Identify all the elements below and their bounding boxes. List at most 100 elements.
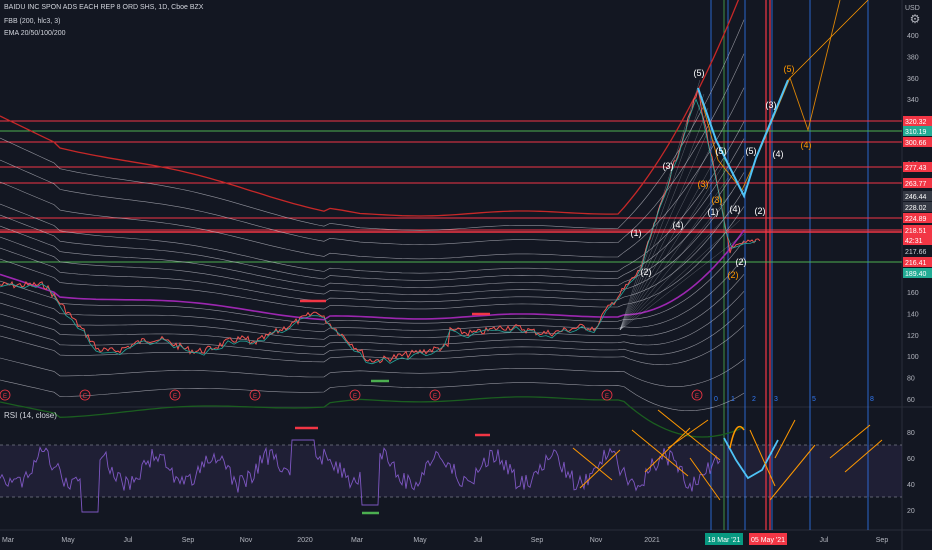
band-line [0, 53, 745, 245]
symbol-title[interactable]: BAIDU INC SPON ADS EACH REP 8 ORD SHS, 1… [4, 4, 204, 11]
band-line [0, 138, 745, 281]
wave-label: (1) [708, 207, 719, 217]
time-label: May [413, 537, 427, 544]
band-line [0, 357, 745, 387]
price-tag-bg [903, 116, 932, 126]
price-tag-label: 218.51 [905, 228, 927, 235]
projection-orange-line[interactable] [787, 0, 869, 81]
wave-label: (5) [694, 68, 705, 78]
price-tag-label: 300.66 [905, 140, 927, 147]
horizontal-levels[interactable] [0, 120, 902, 263]
rsi-tick: 60 [907, 456, 915, 463]
time-label: 2021 [644, 537, 660, 544]
fib-time-label: 8 [870, 396, 874, 403]
wave-label: (5) [746, 146, 757, 156]
price-tag-label: 189.40 [905, 271, 927, 278]
wave-label: (1) [631, 228, 642, 238]
earnings-letter: E [605, 394, 609, 400]
fbb-indicator-label[interactable]: FBB (200, hlc3, 3) [4, 18, 61, 25]
price-tag-bg [903, 162, 932, 172]
price-tag-bg [903, 178, 932, 188]
band-lower [0, 396, 745, 438]
fib-time-zones[interactable] [710, 0, 869, 530]
fan-line [619, 233, 745, 331]
band-line [0, 172, 745, 295]
rsi-trendlines[interactable] [572, 409, 883, 501]
ema-indicator-label[interactable]: EMA 20/50/100/200 [4, 30, 66, 37]
fib-time-label: 5 [812, 396, 816, 403]
time-label: Sep [182, 537, 195, 544]
wave-label: (3) [663, 161, 674, 171]
earnings-letter: E [3, 394, 7, 400]
wave-label: (5) [716, 146, 727, 156]
time-label: Sep [876, 537, 889, 544]
time-label: Jul [820, 537, 829, 544]
price-tick: 340 [907, 97, 919, 104]
rsi-tick: 20 [907, 508, 915, 515]
band-line [0, 308, 745, 355]
band-line [0, 19, 745, 231]
earnings-letter: E [433, 394, 437, 400]
wave-label: (4) [801, 140, 812, 150]
band-line [0, 240, 745, 325]
wave-label: (4) [773, 149, 784, 159]
fan-line [619, 177, 729, 331]
rsi-label: RSI (14, close) [4, 411, 57, 420]
projection-cyan-path[interactable] [697, 79, 789, 199]
wave-label: (4) [730, 204, 741, 214]
time-label: 2020 [297, 537, 313, 544]
rsi-axis: 80 60 40 20 [907, 430, 915, 515]
earnings-letter: E [253, 394, 257, 400]
time-label: Nov [240, 537, 253, 544]
band-upper [0, 0, 740, 217]
fan-line [619, 163, 725, 331]
band-line [0, 274, 745, 340]
price-tag-label: 228.02 [905, 205, 927, 212]
fan-line [619, 205, 737, 331]
elliott-wave-labels[interactable]: (5) (3) (1) (2) (4) (5) (3) (4) (4) (5) (5) (1) (2) (… [631, 64, 812, 280]
price-series-green [0, 98, 757, 365]
band-line [0, 155, 745, 288]
time-axis[interactable]: Mar May Jul Sep Nov 2020 Mar May Jul Sep Nov 2021 Ju… [2, 533, 888, 545]
wave-label: (4) [673, 220, 684, 230]
rsi-cyan-curve[interactable] [723, 437, 779, 480]
price-tick: 80 [907, 376, 915, 383]
earnings-marker [79, 389, 91, 401]
rsi-line [0, 439, 721, 513]
wave-label: (2) [641, 267, 652, 277]
earnings-letter: E [695, 394, 699, 400]
fib-time-label: 0 [714, 396, 718, 403]
price-tag-bg [903, 268, 932, 278]
price-tick: 360 [907, 76, 919, 83]
fan-line [619, 219, 741, 331]
ema-200-line [0, 229, 745, 321]
band-line [0, 257, 745, 333]
projection-orange-path[interactable] [697, 0, 841, 191]
wave-label: (2) [755, 206, 766, 216]
price-tag-bg [903, 213, 932, 223]
fibonacci-bollinger-bands [0, 0, 745, 438]
settings-gear-icon[interactable]: ⚙ [909, 12, 921, 26]
fan-line [619, 79, 701, 331]
earnings-marker [691, 389, 703, 401]
time-highlight-bg [749, 533, 787, 545]
price-tag-bg [903, 257, 932, 267]
band-line [0, 379, 745, 412]
band-line [0, 325, 745, 366]
price-tag-label: 217.66 [905, 249, 927, 256]
wave-fan-lines [619, 79, 745, 331]
price-tick: 160 [907, 290, 919, 297]
price-tag-bg [903, 202, 932, 212]
earnings-marker [349, 389, 361, 401]
wave-label: (2) [736, 257, 747, 267]
price-tag-bg [903, 137, 932, 147]
currency-label: USD [905, 5, 920, 12]
earnings-marker [169, 389, 181, 401]
wave-label: (3) [698, 179, 709, 189]
price-tick: 100 [907, 354, 919, 361]
time-label: May [61, 537, 75, 544]
earnings-marker [429, 389, 441, 401]
price-tag-bg [903, 191, 932, 201]
